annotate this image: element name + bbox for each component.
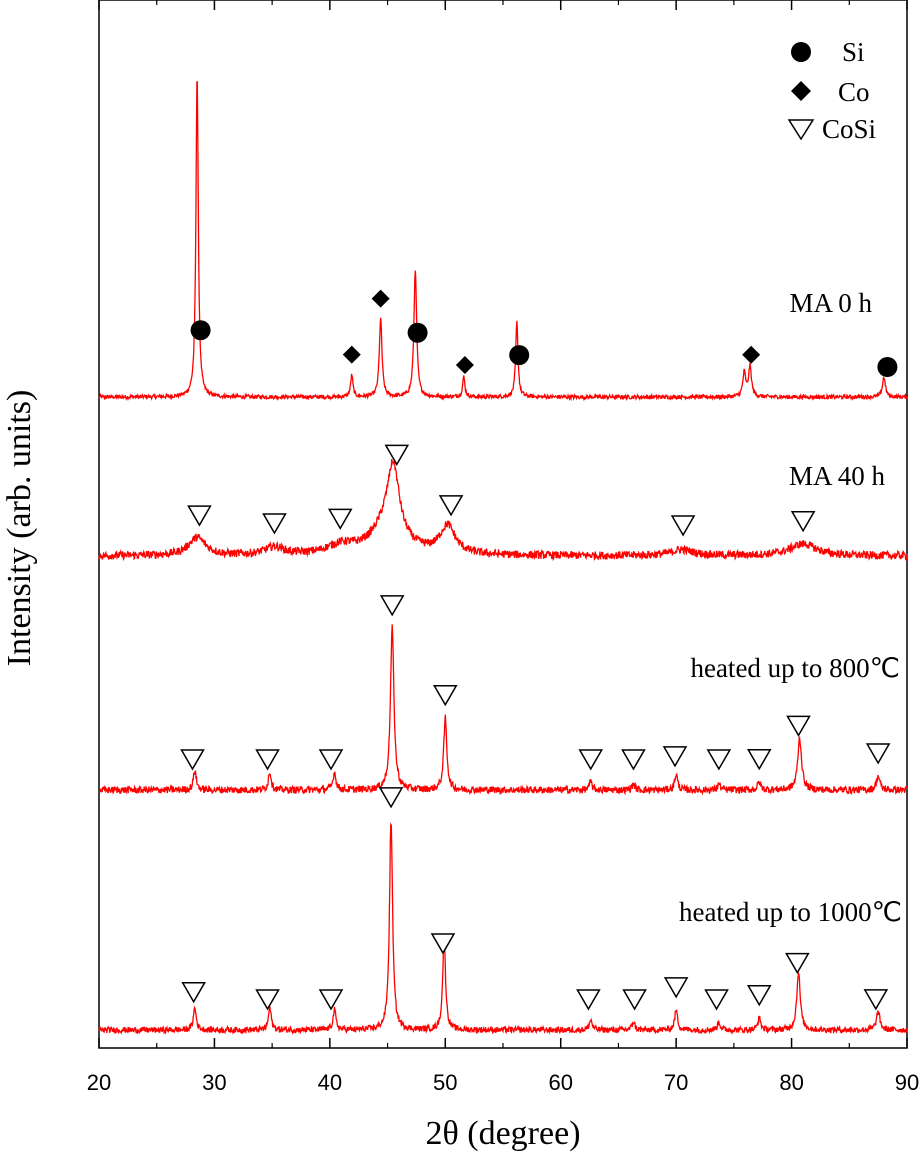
marker-co: [455, 355, 474, 374]
series-line-2: [98, 624, 908, 796]
x-tick-label: 20: [87, 1070, 111, 1095]
marker-cosi: [318, 989, 344, 1011]
series-label-ma-0h: MA 0 h: [789, 288, 872, 318]
marker-co: [742, 345, 761, 364]
marker-si: [190, 320, 211, 341]
marker-co: [342, 345, 361, 364]
marker-si: [407, 322, 428, 343]
legend-si-marker: [791, 42, 811, 62]
marker-cosi: [863, 989, 889, 1011]
marker-cosi: [187, 505, 212, 527]
marker-cosi: [790, 511, 816, 533]
marker-cosi: [622, 989, 647, 1011]
legend-si-label: Si: [842, 37, 865, 67]
marker-cosi: [379, 595, 405, 617]
series-label-800c: heated up to 800℃: [690, 653, 900, 683]
x-tick-label: 60: [548, 1070, 572, 1095]
marker-cosi: [432, 684, 458, 707]
series-label-1000c: heated up to 1000℃: [679, 897, 902, 927]
marker-layer: [180, 289, 898, 1011]
series-line-3: [98, 822, 908, 1036]
marker-cosi: [327, 508, 353, 530]
x-tick-label: 30: [202, 1070, 226, 1095]
marker-cosi: [438, 495, 464, 517]
marker-cosi: [255, 989, 280, 1011]
marker-cosi: [578, 749, 604, 771]
legend-co-marker: [791, 81, 811, 101]
marker-cosi: [576, 989, 601, 1011]
legend: Si Co CoSi: [787, 37, 876, 144]
y-axis-title: Intensity (arb. units): [1, 390, 38, 667]
marker-cosi: [704, 989, 729, 1011]
x-tick-label: 90: [895, 1070, 919, 1095]
x-tick-label: 70: [664, 1070, 688, 1095]
legend-cosi-marker: [787, 119, 815, 141]
marker-cosi: [865, 743, 891, 765]
marker-cosi: [430, 933, 456, 955]
series-layer: [98, 81, 908, 1036]
marker-cosi: [262, 513, 287, 535]
marker-cosi: [181, 981, 206, 1004]
legend-cosi-label: CoSi: [822, 114, 876, 144]
marker-cosi: [785, 952, 810, 975]
marker-cosi: [706, 749, 732, 771]
tick-layer: 20 30 40 50 60 70 80 90: [87, 0, 919, 1095]
marker-si: [509, 345, 530, 366]
marker-si: [877, 357, 898, 377]
marker-cosi: [255, 749, 280, 771]
marker-cosi: [378, 787, 404, 809]
marker-cosi: [746, 749, 772, 771]
marker-cosi: [180, 749, 205, 771]
x-axis-title: 2θ (degree): [425, 1115, 580, 1152]
series-label-ma-40h: MA 40 h: [789, 461, 886, 491]
series-line-1: [98, 458, 908, 562]
marker-cosi: [384, 444, 410, 466]
x-tick-label: 40: [318, 1070, 342, 1095]
marker-cosi: [621, 749, 646, 771]
legend-co-label: Co: [838, 77, 870, 107]
x-tick-label: 50: [433, 1070, 457, 1095]
marker-cosi: [318, 749, 344, 771]
x-tick-label: 80: [779, 1070, 803, 1095]
marker-cosi: [670, 515, 696, 537]
marker-cosi: [746, 985, 772, 1007]
marker-cosi: [786, 715, 811, 737]
plot-frame: [98, 0, 908, 1049]
series-line-0: [98, 81, 908, 402]
marker-co: [371, 289, 390, 308]
marker-cosi: [662, 746, 688, 768]
marker-cosi: [663, 977, 689, 999]
